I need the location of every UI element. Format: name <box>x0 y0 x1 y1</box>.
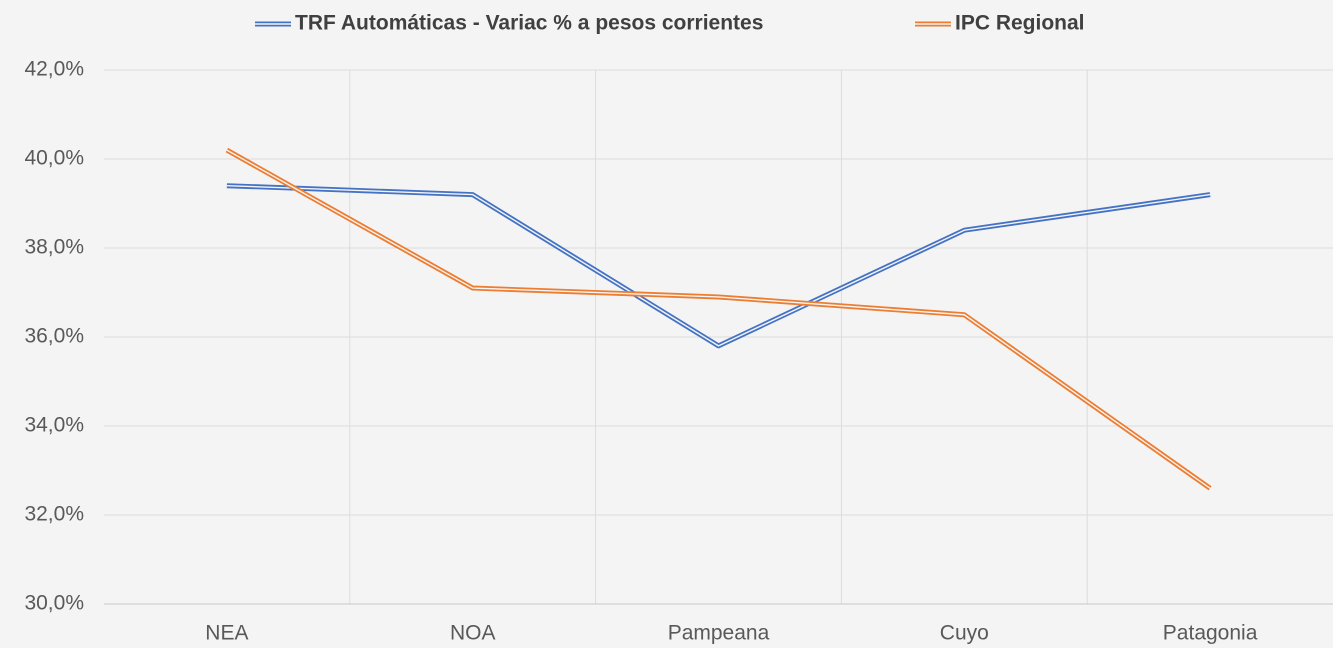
x-tick-label: Cuyo <box>940 622 989 645</box>
y-tick-label: 40,0% <box>24 147 84 170</box>
series-line-inner <box>226 149 1211 489</box>
x-tick-label: Pampeana <box>668 622 770 645</box>
legend-label: TRF Automáticas - Variac % a pesos corri… <box>295 12 763 35</box>
y-tick-label: 38,0% <box>24 236 84 259</box>
x-tick-label: NEA <box>205 622 248 645</box>
y-tick-label: 34,0% <box>24 414 84 437</box>
y-tick-label: 36,0% <box>24 325 84 348</box>
y-tick-label: 30,0% <box>24 592 84 615</box>
y-tick-label: 32,0% <box>24 503 84 526</box>
x-tick-label: Patagonia <box>1163 622 1258 645</box>
legend-label: IPC Regional <box>955 12 1085 35</box>
y-tick-label: 42,0% <box>24 58 84 81</box>
series-line-inner <box>226 185 1211 347</box>
x-tick-label: NOA <box>450 622 496 645</box>
